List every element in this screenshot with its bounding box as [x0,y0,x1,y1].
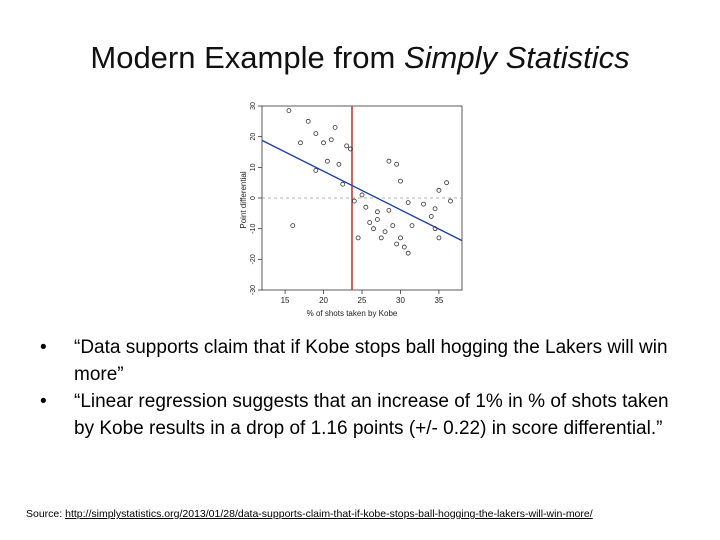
data-point [432,206,438,212]
data-point [390,223,396,228]
data-point [436,235,442,241]
data-point [386,158,392,164]
y-tick-label: 0 [250,196,257,200]
data-point [428,214,434,219]
y-tick-label: 20 [250,133,257,141]
y-tick-label: -10 [250,224,257,234]
bullet-text-1: “Data supports claim that if Kobe stops … [74,337,668,385]
data-point [363,204,369,210]
data-point [313,168,319,173]
data-point [398,235,403,241]
data-point [444,180,450,186]
bullet-dot: • [40,391,47,412]
bullet-item-2: • “Linear regression suggests that an in… [40,388,690,442]
data-point [340,181,346,187]
bullet-dot: • [40,337,47,358]
data-point [386,207,392,213]
data-point [421,201,426,207]
regression-line [261,139,463,242]
data-point [394,161,400,167]
data-point [321,140,326,146]
data-point [401,244,407,250]
data-point [313,131,319,136]
chart-svg: Point differential % of shots taken by K… [239,102,463,318]
data-point [409,223,415,228]
x-axis-label: % of shots taken by Kobe [307,309,398,318]
data-point [359,192,365,198]
data-point [374,217,380,222]
data-point [374,209,380,215]
slide-title: Modern Example from Simply Statistics [0,38,720,78]
data-point [305,118,311,124]
data-point [405,250,411,256]
data-point [432,226,438,232]
data-point [436,187,442,193]
x-tick-label: 15 [281,296,290,305]
data-point [355,235,361,241]
data-point [371,226,376,232]
scatter-chart: Point differential % of shots taken by K… [236,100,468,322]
title-italic: Simply Statistics [403,40,630,75]
data-point [382,229,388,235]
data-point [286,108,292,113]
data-point [378,235,384,241]
data-point [290,223,296,228]
data-point [332,125,338,130]
title-prefix: Modern Example from [90,40,404,75]
data-point [344,143,350,149]
data-point [394,241,400,247]
x-tick-label: 20 [319,296,328,305]
bullet-text-2: “Linear regression suggests that an incr… [74,391,669,439]
x-tick-label: 30 [396,296,405,305]
y-tick-label: 10 [250,163,257,171]
bullet-list: • “Data supports claim that if Kobe stop… [40,334,690,442]
data-point [298,140,303,146]
data-point [398,178,403,184]
data-point [405,200,411,205]
y-tick-label: -30 [250,285,257,295]
source-line: Source: http://simplystatistics.org/2013… [26,508,716,520]
data-point [348,146,353,152]
y-axis-label: Point differential [239,171,248,228]
data-point [351,198,357,204]
x-tick-label: 25 [358,296,367,305]
data-point [328,137,334,143]
bullet-item-1: • “Data supports claim that if Kobe stop… [40,334,690,388]
source-link[interactable]: http://simplystatistics.org/2013/01/28/d… [65,508,593,520]
y-tick-label: 30 [250,102,257,110]
data-point [448,198,453,204]
x-tick-label: 35 [434,296,443,305]
data-point [336,161,342,167]
data-point [324,158,330,164]
data-point [367,220,373,225]
y-tick-label: -20 [250,254,257,264]
source-label: Source: [26,508,63,520]
